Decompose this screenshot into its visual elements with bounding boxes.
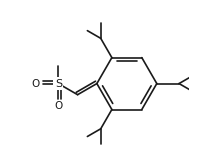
Text: O: O [54,101,62,111]
Text: O: O [32,79,40,89]
Text: S: S [55,79,62,89]
